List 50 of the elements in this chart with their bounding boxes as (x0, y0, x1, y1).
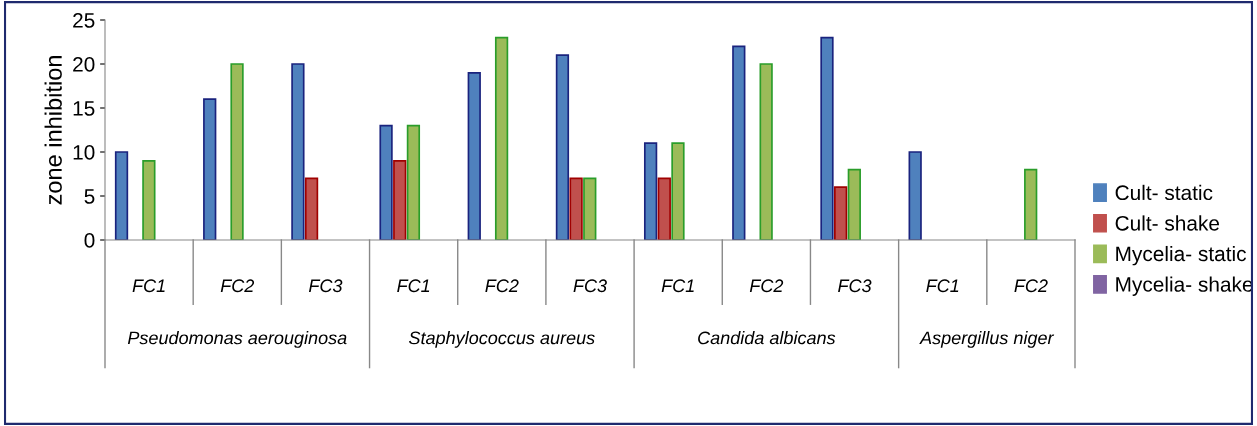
text: Pseudomonas aerouginosa (127, 331, 347, 348)
bar (379, 124, 393, 240)
bar (583, 177, 597, 240)
y-tick-label: 20 (73, 57, 95, 72)
y-tick-label: 25 (73, 13, 95, 28)
bar (569, 177, 583, 240)
x-tick-label: FC3 (308, 279, 343, 293)
text: Aspergillus niger (919, 331, 1055, 348)
legend-label: Cult- static (1115, 184, 1213, 201)
bar (555, 54, 570, 240)
bar (406, 124, 421, 240)
legend-label: Cult- shake (1115, 215, 1220, 231)
bar (908, 151, 922, 240)
x-tick-label: FC2 (485, 279, 519, 293)
legend-label: Mycelia- static (1116, 245, 1246, 266)
x-tick-label: FC2 (749, 279, 784, 293)
text: Staphylococcus aureus (408, 331, 595, 348)
bar (657, 177, 671, 240)
x-tick-label: FC2 (220, 279, 255, 293)
text: Candida albicans (698, 331, 836, 345)
x-tick-label: FC1 (926, 279, 959, 293)
bar (643, 142, 658, 240)
x-tick-label: FC1 (397, 279, 430, 293)
x-tick-label: FC3 (838, 279, 872, 293)
bar (467, 71, 481, 240)
x-tick-label: FC1 (132, 279, 165, 293)
bar (759, 63, 773, 240)
bar (1024, 168, 1038, 240)
bar (114, 151, 129, 240)
bar (230, 63, 244, 240)
bar (494, 36, 509, 240)
x-tick-label: FC2 (1014, 279, 1048, 293)
bar (304, 177, 319, 240)
bar (820, 36, 834, 240)
bar (847, 168, 861, 240)
bar (834, 186, 848, 240)
legend-label: Mycelia- shake (1116, 276, 1253, 296)
y-tick-label: 10 (73, 145, 95, 160)
y-tick-label: 5 (84, 189, 95, 204)
bar (291, 63, 305, 240)
bar (142, 159, 156, 240)
bar (393, 159, 407, 240)
y-tick-label: 15 (73, 101, 95, 116)
bar (671, 142, 685, 240)
x-tick-label: FC3 (573, 279, 607, 293)
x-tick-label: FC1 (661, 279, 694, 293)
y-tick-label: 0 (84, 233, 95, 248)
y-axis-title: zone inhibition (44, 56, 62, 205)
bar (203, 98, 217, 240)
bar (732, 45, 746, 240)
